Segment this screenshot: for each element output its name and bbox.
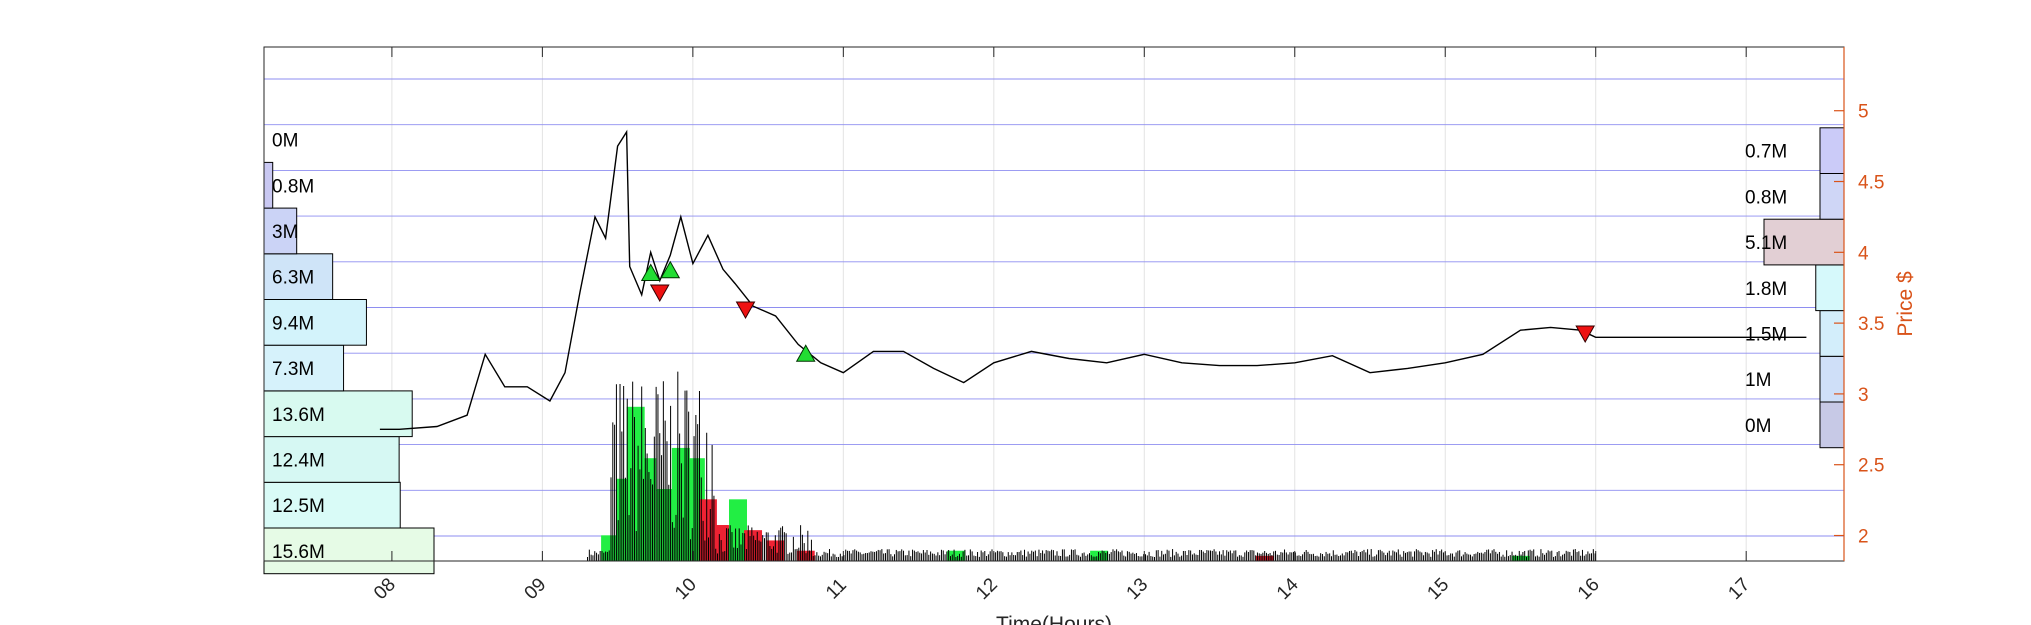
x-tick-label: 16 xyxy=(1574,574,1604,604)
left-profile-bar xyxy=(263,436,400,483)
volume-ticks xyxy=(587,371,1596,561)
sell-signal-marker xyxy=(1575,325,1596,344)
right-profile-label: 1.5M xyxy=(1745,324,1787,345)
buy-signal-marker xyxy=(795,344,816,362)
right-profile-bar xyxy=(1815,264,1845,312)
buy-signal-marker xyxy=(660,260,681,279)
volume-bar xyxy=(1090,550,1109,561)
x-tick-label: 11 xyxy=(822,575,851,604)
right-profile-bar xyxy=(1763,218,1845,266)
x-tick-label: 14 xyxy=(1273,574,1303,604)
right-volume-profile: 0M 1M 1.5M 1.8M 5.1M 0.8M 0.7M xyxy=(1745,127,1845,449)
y-tick-label: 4 xyxy=(1858,243,1869,264)
y-tick-label: 2 xyxy=(1858,527,1869,548)
left-volume-profile: 15.6M 12.5M 12.4M 13.6M 7.3M 9.4M 6.3M 3M 0.8M 0M xyxy=(263,131,435,575)
y-tick-label: 5 xyxy=(1858,102,1869,123)
price-line xyxy=(379,129,1807,430)
left-profile-label: 7.3M xyxy=(272,359,314,380)
left-profile-label: 12.4M xyxy=(272,450,325,471)
y-tick-label: 2.5 xyxy=(1858,456,1884,477)
x-tick-label: 17 xyxy=(1724,574,1754,604)
left-profile-bar xyxy=(263,207,298,255)
x-gridlines xyxy=(391,47,1747,561)
x-tick-label: 15 xyxy=(1423,574,1453,604)
y-tick-label: 3.5 xyxy=(1858,314,1884,335)
buy-signal-marker xyxy=(640,263,661,282)
sell-signal-marker xyxy=(649,284,670,302)
left-profile-bar xyxy=(263,527,435,575)
right-profile-label: 0.7M xyxy=(1745,142,1787,163)
y-gridlines xyxy=(264,78,1844,537)
right-profile-bar xyxy=(1819,310,1845,357)
left-profile-label: 9.4M xyxy=(272,313,314,334)
y-axis-label: Price $ xyxy=(1894,271,1917,337)
x-axis-label: Time(Hours) xyxy=(996,613,1112,625)
left-profile-bar xyxy=(263,299,367,346)
right-profile-label: 0.8M xyxy=(1745,187,1787,208)
right-profile-bar xyxy=(1819,127,1845,175)
right-profile-label: 1.8M xyxy=(1745,279,1787,300)
x-tick-label: 09 xyxy=(521,574,551,604)
trade-signals xyxy=(640,260,1596,362)
plot-area xyxy=(264,47,1844,561)
left-profile-bar xyxy=(263,344,345,392)
y-axis-ticks: 2 2.5 3 3.5 4 4.5 5 xyxy=(1834,102,1884,548)
right-profile-bar xyxy=(1819,173,1845,220)
right-profile-label: 0M xyxy=(1745,416,1771,437)
y-tick-label: 3 xyxy=(1858,385,1869,406)
y-tick-label: 4.5 xyxy=(1858,173,1884,194)
right-profile-label: 5.1M xyxy=(1745,233,1787,254)
sell-signal-marker xyxy=(735,301,756,319)
left-profile-label: 13.6M xyxy=(272,405,325,426)
x-tick-label: 10 xyxy=(671,574,701,604)
left-profile-label: 0M xyxy=(272,131,298,152)
x-tick-label: 13 xyxy=(1122,574,1152,604)
x-tick-label: 08 xyxy=(370,574,400,604)
volume-bar xyxy=(947,550,966,561)
right-profile-bar xyxy=(1819,401,1845,449)
left-profile-label: 0.8M xyxy=(272,176,314,197)
volume-bar xyxy=(1511,555,1530,561)
x-tick-label: 12 xyxy=(972,574,1002,604)
left-profile-bar xyxy=(263,481,401,529)
right-profile-label: 1M xyxy=(1745,370,1771,391)
left-profile-label: 6.3M xyxy=(272,268,314,289)
right-profile-bar xyxy=(1819,355,1845,403)
left-profile-label: 15.6M xyxy=(272,542,325,563)
left-profile-label: 12.5M xyxy=(272,496,325,517)
left-profile-label: 3M xyxy=(272,222,298,243)
